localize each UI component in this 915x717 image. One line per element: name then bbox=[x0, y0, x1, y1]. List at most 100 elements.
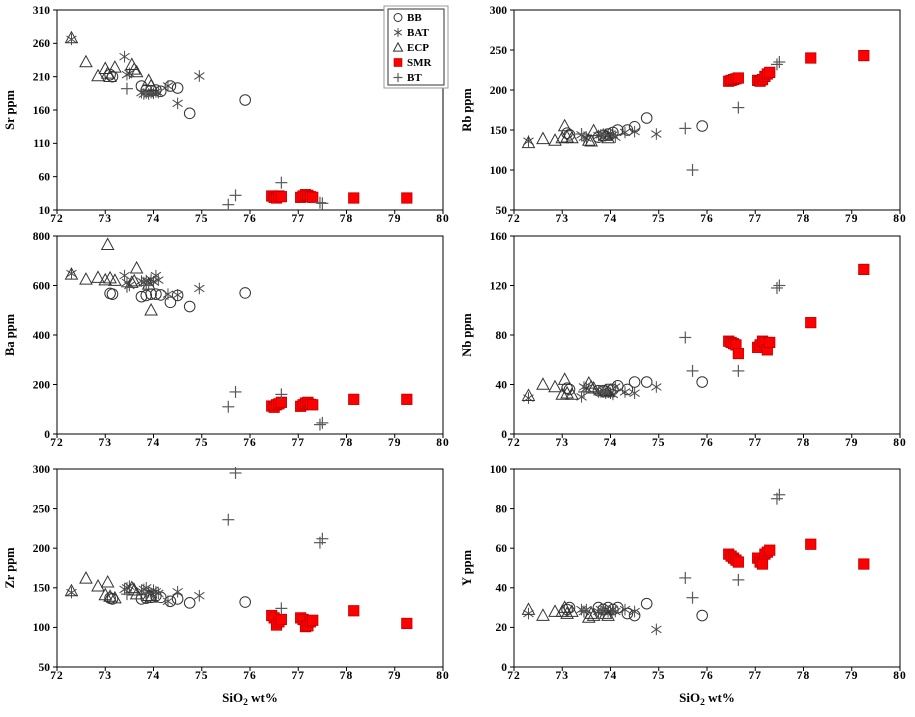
square-marker bbox=[858, 558, 870, 570]
x-axis-tick-label: 74 bbox=[147, 670, 161, 682]
series-BAT bbox=[523, 125, 662, 147]
asterisk-marker bbox=[651, 623, 662, 636]
triangle-marker bbox=[557, 118, 572, 132]
plus-marker bbox=[229, 189, 242, 202]
x-axis-tick-label: 72 bbox=[507, 213, 521, 225]
x-axis-tick-label: 74 bbox=[604, 670, 618, 682]
asterisk-marker bbox=[610, 381, 621, 393]
asterisk-marker bbox=[523, 392, 534, 404]
x-axis-tick-label: 79 bbox=[845, 213, 859, 225]
asterisk-marker bbox=[119, 50, 130, 63]
x-axis-tick-label: 80 bbox=[893, 437, 907, 449]
y-axis-tick-label: 40 bbox=[496, 583, 508, 595]
rb-chart: 50 100 150 200 250 300 72 73 74 75 76 77 78 79 80 Rb pp… bbox=[460, 5, 906, 225]
triangle-marker bbox=[79, 54, 93, 68]
plus-marker bbox=[393, 73, 403, 82]
y-axis-tick-label: 20 bbox=[496, 622, 508, 634]
plot-area-border bbox=[513, 468, 901, 668]
plus-marker bbox=[222, 513, 235, 526]
asterisk-marker bbox=[629, 125, 640, 138]
circle-marker bbox=[696, 609, 708, 622]
triangle-marker bbox=[127, 62, 142, 75]
x-axis-tick-label: 80 bbox=[893, 670, 907, 682]
asterisk-marker bbox=[66, 586, 77, 599]
triangle-marker bbox=[601, 384, 615, 398]
asterisk-marker bbox=[651, 128, 662, 140]
plus-marker bbox=[686, 364, 699, 377]
sr-chart: 10 60 110 160 210 260 310 72 73 74 75 76 77 78 79 80 Sr … bbox=[3, 5, 450, 225]
asterisk-marker bbox=[610, 605, 621, 618]
plus-marker bbox=[686, 591, 699, 604]
plus-marker bbox=[120, 82, 133, 95]
plus-marker bbox=[120, 280, 133, 293]
x-axis-tick-label: 79 bbox=[388, 213, 402, 225]
square-marker bbox=[393, 58, 403, 67]
triangle-marker bbox=[129, 260, 144, 274]
y-axis-title: Rb ppm bbox=[460, 88, 474, 132]
circle-marker bbox=[640, 376, 653, 388]
plus-marker bbox=[275, 388, 288, 401]
circle-marker bbox=[640, 597, 653, 610]
square-marker bbox=[805, 52, 817, 64]
y-axis-tick-label: 10 bbox=[39, 205, 51, 217]
y-axis-tick-label: 60 bbox=[39, 171, 51, 183]
circle-marker bbox=[239, 287, 251, 299]
x-axis-tick-label: 72 bbox=[50, 437, 64, 449]
triangle-marker bbox=[144, 303, 158, 316]
x-axis-tick-label: 77 bbox=[749, 670, 763, 682]
y-axis-tick-label: 120 bbox=[490, 280, 508, 292]
series-SMR bbox=[723, 50, 870, 87]
x-axis-tick-label: 77 bbox=[292, 437, 306, 449]
x-axis-tick-label: 76 bbox=[243, 213, 257, 225]
x-axis-tick-label: 72 bbox=[507, 437, 521, 449]
y-axis-tick-label: 0 bbox=[501, 429, 507, 441]
plus-marker bbox=[313, 196, 326, 209]
asterisk-marker bbox=[576, 391, 587, 403]
circle-marker bbox=[183, 300, 196, 313]
square-marker bbox=[348, 192, 360, 204]
triangle-marker bbox=[108, 590, 122, 604]
series-SMR bbox=[723, 538, 870, 570]
plot-area-border bbox=[513, 9, 901, 211]
x-axis-tick-label: 76 bbox=[700, 213, 714, 225]
x-axis-tick-label: 75 bbox=[195, 213, 209, 225]
x-axis-tick-label: 79 bbox=[388, 670, 402, 682]
triangle-marker bbox=[521, 388, 536, 401]
x-axis-tick-label: 80 bbox=[436, 213, 450, 225]
triangle-marker bbox=[103, 69, 117, 82]
x-axis-tick-label: 79 bbox=[845, 670, 859, 682]
asterisk-marker bbox=[153, 274, 164, 286]
x-axis-tick-label: 78 bbox=[340, 437, 354, 449]
square-marker bbox=[307, 191, 319, 203]
x-axis-tick-label: 72 bbox=[50, 213, 64, 225]
series-BT bbox=[120, 466, 329, 615]
asterisk-marker bbox=[629, 605, 640, 618]
panel-ba: 0 200 400 600 800 72 73 74 75 76 77 78 79 80 Ba ppm bbox=[0, 228, 457, 455]
triangle-marker bbox=[536, 377, 550, 390]
x-axis-tick-label: 78 bbox=[340, 670, 354, 682]
square-marker bbox=[732, 556, 744, 568]
y-axis-tick-label: 300 bbox=[490, 5, 508, 17]
triangle-marker bbox=[565, 130, 579, 144]
x-axis-tick-label: 72 bbox=[507, 670, 521, 682]
circle-marker bbox=[563, 601, 576, 614]
triangle-marker bbox=[555, 387, 570, 400]
y-axis-tick-label: 210 bbox=[33, 71, 51, 83]
triangle-marker bbox=[79, 571, 93, 584]
circle-marker bbox=[106, 288, 119, 300]
y-axis-tick-label: 0 bbox=[501, 662, 507, 674]
series-SMR bbox=[266, 605, 413, 633]
triangle-marker bbox=[91, 270, 105, 283]
circle-marker bbox=[164, 595, 177, 608]
asterisk-marker bbox=[523, 607, 534, 620]
plus-marker bbox=[679, 122, 692, 135]
plus-marker bbox=[597, 385, 610, 398]
circle-marker bbox=[239, 596, 251, 608]
plus-marker bbox=[679, 571, 692, 584]
plus-marker bbox=[679, 331, 692, 344]
legend-label-ECP: ECP bbox=[407, 42, 429, 54]
triangle-marker bbox=[127, 273, 142, 287]
circle-marker bbox=[696, 376, 708, 388]
plus-marker bbox=[275, 176, 288, 189]
